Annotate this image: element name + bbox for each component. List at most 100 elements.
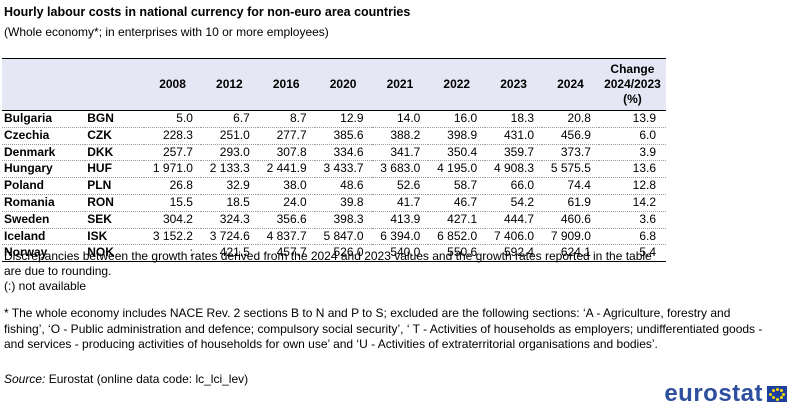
value-cell: 334.6 bbox=[314, 143, 372, 161]
header-code-blank bbox=[85, 58, 145, 111]
country-cell: Czechia bbox=[2, 126, 86, 145]
currency-code-cell: HUF bbox=[85, 160, 145, 178]
value-cell: 41.7 bbox=[371, 193, 429, 212]
eurostat-logo: eurostat bbox=[664, 380, 787, 408]
value-cell: 293.0 bbox=[200, 143, 258, 161]
currency-code-cell: RON bbox=[85, 193, 145, 212]
currency-code-cell: BGN bbox=[87, 111, 114, 125]
value-cell: 2 441.9 bbox=[257, 160, 315, 178]
change-header-line: Change bbox=[610, 62, 655, 76]
value-cell: 3 683.0 bbox=[371, 160, 429, 178]
value-cell: 48.6 bbox=[314, 177, 372, 195]
country-cell: Sweden bbox=[2, 210, 86, 229]
change-cell: 3.9 bbox=[598, 143, 666, 161]
value-cell: 457.7 bbox=[257, 244, 315, 263]
whole-economy-footnote: * The whole economy includes NACE Rev. 2… bbox=[4, 306, 763, 351]
value-cell: 324.3 bbox=[200, 210, 258, 229]
value-cell: 4 837.7 bbox=[257, 227, 315, 245]
change-column-header: Change 2024/2023 (%) bbox=[598, 58, 666, 111]
value-cell: 14.0 bbox=[396, 111, 421, 125]
value-cell: 15.5 bbox=[144, 193, 201, 212]
change-cell: 14.2 bbox=[598, 193, 666, 212]
country-cell: Poland bbox=[2, 177, 86, 195]
table-row: Czechia CZK 228.3 251.0 277.7 385.6 388.2 398.9… bbox=[2, 126, 666, 145]
discrepancies-note: Discrepancies between the growth rates d… bbox=[4, 249, 652, 278]
currency-code-cell: SEK bbox=[85, 210, 145, 229]
column-header: 2008 bbox=[144, 58, 201, 111]
currency-code-cell: PLN bbox=[85, 177, 145, 195]
value-cell: 61.9 bbox=[542, 193, 599, 212]
value-cell: 373.7 bbox=[542, 143, 599, 161]
value-cell: 6 394.0 bbox=[371, 227, 429, 245]
value-cell: 8.7 bbox=[289, 111, 307, 125]
value-cell: 228.3 bbox=[144, 126, 201, 145]
table-title: Hourly labour costs in national currency… bbox=[4, 5, 411, 19]
eu-flag-icon bbox=[767, 386, 787, 402]
value-cell: 592.4 bbox=[485, 244, 543, 263]
value-cell: 304.2 bbox=[144, 210, 201, 229]
value-cell: 526.0 bbox=[314, 244, 372, 263]
value-cell: 3 724.6 bbox=[200, 227, 258, 245]
value-cell: 2 133.3 bbox=[200, 160, 258, 178]
value-cell: 18.3 bbox=[510, 111, 535, 125]
column-header: 2024 bbox=[542, 58, 599, 111]
value-cell: 5 575.5 bbox=[542, 160, 599, 178]
currency-code-cell: CZK bbox=[85, 126, 145, 145]
value-cell: 398.3 bbox=[314, 210, 372, 229]
table-row: Norway NOK:421.5 457.7 526.0 540.0 550.6 592.4… bbox=[2, 244, 666, 263]
value-cell: 550.6 bbox=[428, 244, 486, 263]
change-cell: 13.9 bbox=[632, 111, 656, 125]
change-cell: 6.0 bbox=[598, 126, 666, 145]
value-cell: 7 406.0 bbox=[485, 227, 543, 245]
source-line: Source: Eurostat (online data code: lc_l… bbox=[4, 372, 248, 386]
value-cell: 540.0 bbox=[371, 244, 429, 263]
column-header: 2021 bbox=[371, 58, 429, 111]
value-cell: 460.6 bbox=[542, 210, 599, 229]
value-cell: 388.2 bbox=[371, 126, 429, 145]
value-cell: 20.8 bbox=[567, 111, 591, 125]
value-cell: 624.1 bbox=[542, 244, 599, 263]
value-cell: 4 908.3 bbox=[485, 160, 543, 178]
source-label: Source: bbox=[4, 372, 46, 386]
value-cell: 456.9 bbox=[542, 126, 599, 145]
value-cell: 359.7 bbox=[485, 143, 543, 161]
value-cell: 257.7 bbox=[144, 143, 201, 161]
value-cell: 251.0 bbox=[200, 126, 258, 145]
change-cell: 3.6 bbox=[598, 210, 666, 229]
value-cell: 38.0 bbox=[257, 177, 315, 195]
value-cell: 52.6 bbox=[371, 177, 429, 195]
currency-code-cell: ISK bbox=[85, 227, 145, 245]
table-row: Poland PLN 26.8 32.9 38.0 48.6 52.6 58.7 66.0 74.… bbox=[2, 177, 666, 195]
country-cell: Iceland bbox=[2, 227, 86, 245]
value-cell: 66.0 bbox=[485, 177, 543, 195]
change-cell: 5.4 bbox=[598, 244, 666, 263]
column-header: 2023 bbox=[485, 58, 543, 111]
value-cell: 58.7 bbox=[428, 177, 486, 195]
value-cell: 18.5 bbox=[200, 193, 258, 212]
logo-wordmark: eurostat bbox=[664, 380, 763, 407]
value-cell: 1 971.0 bbox=[144, 160, 201, 178]
value-cell: 350.4 bbox=[428, 143, 486, 161]
source-text: Eurostat (online data code: lc_lci_lev) bbox=[48, 372, 249, 386]
value-cell: 5 847.0 bbox=[314, 227, 372, 245]
value-cell: 32.9 bbox=[200, 177, 258, 195]
table-row: Romania RON 15.5 18.5 24.0 39.8 41.7 46.7 54.2 61… bbox=[2, 193, 666, 212]
table-row: Hungary HUF 1 971.0 2 133.3 2 441.9 3 433.7 3 … bbox=[2, 160, 666, 178]
column-header: 2016 bbox=[257, 58, 315, 111]
value-cell: 5.0 bbox=[176, 111, 193, 125]
value-cell: 6 852.0 bbox=[428, 227, 486, 245]
country-cell: Hungary bbox=[2, 160, 86, 178]
column-header: 2020 bbox=[314, 58, 372, 111]
value-cell: 4 195.0 bbox=[428, 160, 486, 178]
value-cell: 54.2 bbox=[485, 193, 543, 212]
value-cell: 413.9 bbox=[371, 210, 429, 229]
change-header-line: 2024/2023 bbox=[604, 77, 661, 91]
value-cell: : bbox=[144, 244, 201, 263]
value-cell: 16.0 bbox=[453, 111, 478, 125]
value-cell: 398.9 bbox=[428, 126, 486, 145]
value-cell: 3 152.2 bbox=[144, 227, 201, 245]
table-header-row: 2008 2012 2016 2020 2021 2022 2023 2024 … bbox=[2, 58, 666, 111]
value-cell: 307.8 bbox=[257, 143, 315, 161]
value-cell: 6.7 bbox=[233, 111, 250, 125]
value-cell: 74.4 bbox=[542, 177, 599, 195]
